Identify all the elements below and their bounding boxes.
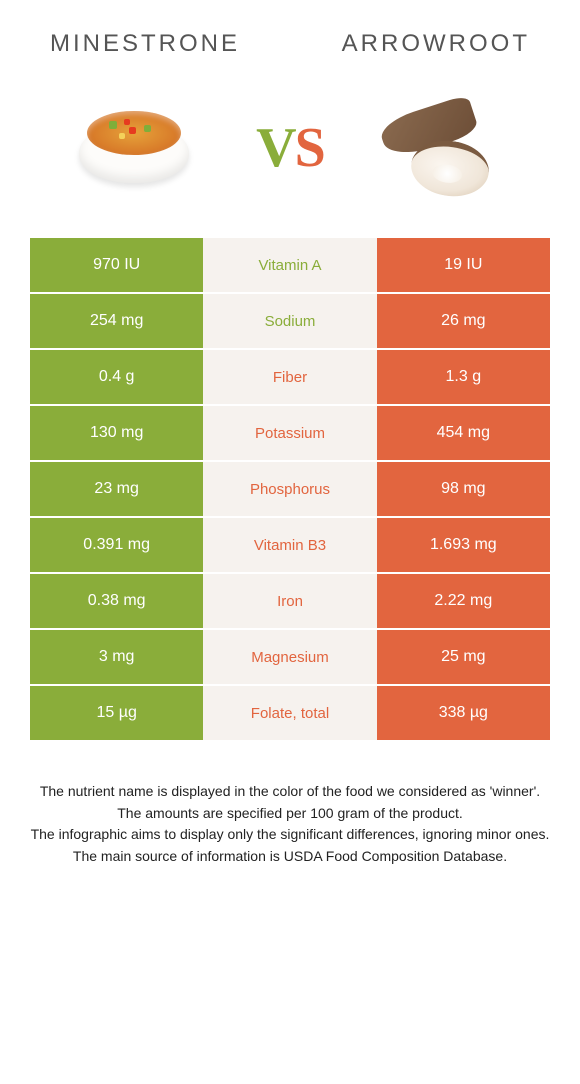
header: MINESTRONE ARROWROOT — [0, 0, 580, 68]
table-row: 0.391 mgVitamin B31.693 mg — [30, 518, 550, 574]
table-row: 0.38 mgIron2.22 mg — [30, 574, 550, 630]
cell-left-value: 254 mg — [30, 294, 203, 348]
cell-right-value: 25 mg — [377, 630, 550, 684]
table-row: 254 mgSodium26 mg — [30, 294, 550, 350]
cell-nutrient-name: Folate, total — [203, 686, 376, 740]
cell-left-value: 0.391 mg — [30, 518, 203, 572]
vs-v: V — [256, 117, 294, 179]
cell-right-value: 19 IU — [377, 238, 550, 292]
footer-line-1: The nutrient name is displayed in the co… — [30, 782, 550, 802]
cell-left-value: 130 mg — [30, 406, 203, 460]
minestrone-image — [59, 88, 209, 208]
title-right: ARROWROOT — [342, 30, 530, 58]
table-row: 0.4 gFiber1.3 g — [30, 350, 550, 406]
cell-right-value: 1.3 g — [377, 350, 550, 404]
cell-nutrient-name: Magnesium — [203, 630, 376, 684]
cell-right-value: 1.693 mg — [377, 518, 550, 572]
vs-s: S — [295, 117, 324, 179]
cell-left-value: 23 mg — [30, 462, 203, 516]
comparison-table: 970 IUVitamin A19 IU254 mgSodium26 mg0.4… — [30, 238, 550, 742]
cell-right-value: 338 µg — [377, 686, 550, 740]
cell-nutrient-name: Vitamin A — [203, 238, 376, 292]
cell-left-value: 0.38 mg — [30, 574, 203, 628]
cell-nutrient-name: Vitamin B3 — [203, 518, 376, 572]
table-row: 23 mgPhosphorus98 mg — [30, 462, 550, 518]
footer-line-4: The main source of information is USDA F… — [30, 847, 550, 867]
cell-left-value: 0.4 g — [30, 350, 203, 404]
cell-left-value: 970 IU — [30, 238, 203, 292]
arrowroot-image — [371, 88, 521, 208]
cell-nutrient-name: Iron — [203, 574, 376, 628]
cell-nutrient-name: Fiber — [203, 350, 376, 404]
cell-nutrient-name: Sodium — [203, 294, 376, 348]
table-row: 130 mgPotassium454 mg — [30, 406, 550, 462]
cell-right-value: 454 mg — [377, 406, 550, 460]
cell-right-value: 98 mg — [377, 462, 550, 516]
footer-notes: The nutrient name is displayed in the co… — [0, 742, 580, 866]
images-row: VS — [0, 68, 580, 238]
table-row: 970 IUVitamin A19 IU — [30, 238, 550, 294]
vs-label: VS — [256, 116, 324, 180]
table-row: 3 mgMagnesium25 mg — [30, 630, 550, 686]
cell-right-value: 2.22 mg — [377, 574, 550, 628]
cell-left-value: 3 mg — [30, 630, 203, 684]
title-left: MINESTRONE — [50, 30, 240, 58]
cell-left-value: 15 µg — [30, 686, 203, 740]
cell-right-value: 26 mg — [377, 294, 550, 348]
cell-nutrient-name: Potassium — [203, 406, 376, 460]
cell-nutrient-name: Phosphorus — [203, 462, 376, 516]
footer-line-2: The amounts are specified per 100 gram o… — [30, 804, 550, 824]
footer-line-3: The infographic aims to display only the… — [30, 825, 550, 845]
table-row: 15 µgFolate, total338 µg — [30, 686, 550, 742]
